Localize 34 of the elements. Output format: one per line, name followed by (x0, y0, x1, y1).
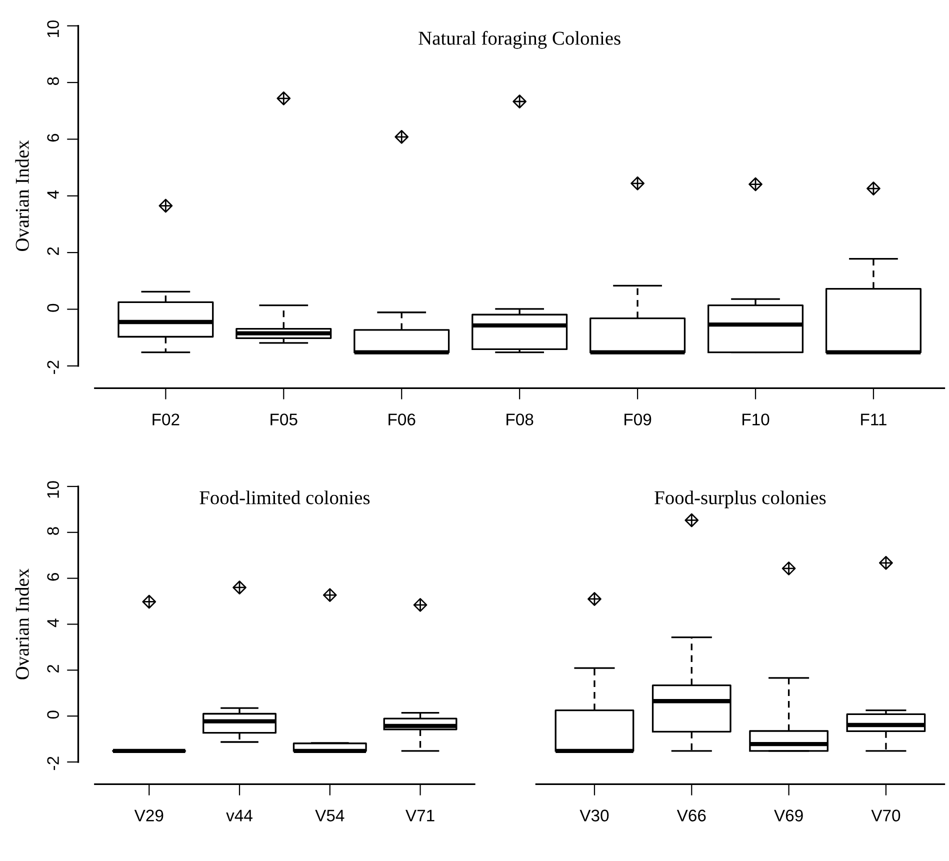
x-tick-label: V54 (315, 810, 344, 822)
chart-title: Natural foraging Colonies (418, 30, 620, 49)
y-tick-label: 4 (47, 618, 59, 628)
chart-title: Food-surplus colonies (654, 490, 826, 508)
x-tick-label: V29 (134, 810, 164, 822)
x-tick-label: F05 (270, 414, 298, 426)
x-tick-label: V69 (774, 810, 803, 822)
x-tick-label: F10 (742, 414, 770, 426)
y-tick-label: -2 (47, 756, 59, 770)
y-tick-label: 0 (47, 710, 59, 719)
x-tick-label: V71 (406, 810, 434, 822)
chart-title: Food-limited colonies (200, 490, 370, 504)
y-tick-label: 6 (47, 573, 59, 581)
y-tick-label: 6 (47, 134, 59, 142)
x-tick-label: F09 (624, 414, 652, 426)
y-tick-label: 8 (47, 77, 59, 86)
x-tick-label: v44 (226, 810, 252, 822)
y-axis-title: Ovarian Index (15, 140, 29, 251)
y-tick-label: -2 (47, 360, 59, 374)
y-tick-label: 2 (47, 247, 59, 255)
y-tick-label: 0 (47, 304, 59, 312)
y-axis-title: Ovarian Index (15, 568, 29, 680)
x-tick-label: F11 (861, 414, 886, 426)
y-tick-label: 2 (47, 664, 59, 673)
y-tick-label: 10 (47, 481, 59, 498)
y-tick-label: 4 (47, 190, 59, 199)
y-tick-label: 8 (47, 527, 59, 535)
x-tick-label: V30 (580, 810, 609, 822)
x-tick-label: F02 (152, 414, 180, 426)
x-tick-label: V70 (871, 810, 900, 822)
x-tick-label: F06 (388, 414, 416, 426)
x-tick-label: V66 (676, 810, 706, 822)
y-tick-label: 10 (47, 20, 59, 38)
x-tick-label: F08 (506, 414, 534, 426)
